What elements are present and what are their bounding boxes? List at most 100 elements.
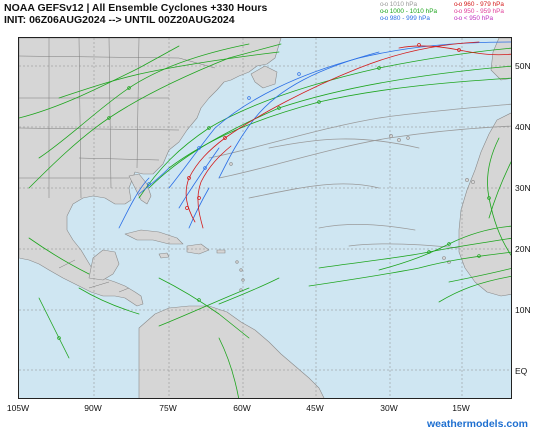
latitude-label-50n: 50N bbox=[515, 61, 531, 71]
track-point-blue bbox=[147, 182, 151, 186]
track-point-blue bbox=[197, 146, 201, 150]
track-green bbox=[448, 268, 511, 283]
track-point-red bbox=[457, 48, 461, 52]
azores-island bbox=[406, 136, 410, 140]
legend-item-960-979: o-o 960 - 979 hPa bbox=[454, 1, 504, 8]
us-canada-border bbox=[19, 55, 216, 69]
africa-landmass bbox=[458, 112, 511, 297]
longitude-label-60w: 60W bbox=[233, 403, 251, 413]
track-green bbox=[438, 275, 511, 303]
longitude-label-75w: 75W bbox=[159, 403, 177, 413]
track-point-green bbox=[477, 254, 481, 258]
track-green bbox=[28, 237, 90, 275]
track-point-green bbox=[447, 242, 451, 246]
track-point-blue bbox=[247, 96, 251, 100]
bermuda bbox=[229, 162, 233, 166]
track-blue bbox=[138, 167, 170, 195]
track-point-green bbox=[377, 66, 381, 70]
track-point-red bbox=[417, 43, 421, 47]
yucatan-peninsula bbox=[88, 249, 120, 281]
track-point-blue bbox=[297, 72, 301, 76]
legend-item-1010: o-o 1010 hPa bbox=[380, 1, 437, 8]
track-point-green bbox=[197, 298, 201, 302]
track-point-red bbox=[187, 176, 191, 180]
track-grey bbox=[208, 103, 511, 159]
legend-item-950-959: o-o 950 - 959 hPa bbox=[454, 8, 504, 15]
track-green bbox=[58, 51, 280, 99]
track-green bbox=[218, 337, 240, 398]
track-point-green bbox=[277, 106, 281, 110]
hispaniola bbox=[186, 243, 210, 255]
north-america-landmass bbox=[19, 38, 282, 307]
legend-label: 980 - 999 hPa bbox=[389, 15, 430, 23]
legend-item-980-999: o-o 980 - 999 hPa bbox=[380, 15, 437, 22]
track-green bbox=[378, 225, 511, 271]
track-red bbox=[185, 41, 480, 223]
track-point-blue bbox=[203, 166, 207, 170]
lesser-antilles-island bbox=[239, 268, 243, 272]
track-green bbox=[308, 251, 511, 287]
track-blue bbox=[218, 51, 380, 179]
legend-swatch: o-o bbox=[454, 15, 462, 23]
track-green bbox=[218, 277, 280, 305]
legend-swatch: o-o bbox=[454, 1, 462, 8]
jamaica bbox=[158, 252, 170, 259]
legend-swatch: o-o bbox=[380, 8, 388, 16]
legend-item-below-950: o-o < 950 hPa bbox=[454, 15, 504, 22]
latitude-label-30n: 30N bbox=[515, 183, 531, 193]
track-green bbox=[138, 47, 511, 199]
puerto-rico bbox=[216, 249, 226, 254]
init-valid-range: INIT: 06Z06AUG2024 --> UNTIL 00Z20AUG202… bbox=[4, 14, 235, 26]
latitude-label-40n: 40N bbox=[515, 122, 531, 132]
track-green bbox=[28, 43, 282, 189]
longitude-label-90w: 90W bbox=[84, 403, 102, 413]
track-grey bbox=[248, 183, 380, 199]
track-blue bbox=[178, 147, 220, 209]
track-point-green bbox=[127, 86, 131, 90]
longitude-label-105w: 105W bbox=[6, 403, 30, 413]
track-red bbox=[398, 45, 511, 56]
track-point-red bbox=[223, 136, 227, 140]
longitude-label-30w: 30W bbox=[380, 403, 398, 413]
track-point-red bbox=[185, 206, 189, 210]
latitude-label-10n: 10N bbox=[515, 305, 531, 315]
lesser-antilles-island bbox=[235, 260, 239, 264]
legend-swatch: o-o bbox=[380, 1, 388, 8]
latitude-label-equator: EQ bbox=[515, 366, 528, 376]
track-point-green bbox=[107, 116, 111, 120]
track-green bbox=[168, 77, 511, 169]
legend-label: 1010 hPa bbox=[389, 1, 418, 8]
track-grey bbox=[268, 138, 420, 149]
track-grey bbox=[318, 223, 416, 231]
track-green bbox=[158, 287, 250, 327]
track-green bbox=[38, 43, 250, 159]
track-red bbox=[197, 145, 232, 229]
cuba bbox=[124, 229, 184, 245]
track-green bbox=[78, 287, 140, 315]
track-green bbox=[19, 45, 180, 119]
legend-pressure-left: o-o 1010 hPa o-o 1000 - 1010 hPa o-o 980 - … bbox=[380, 1, 437, 23]
track-green bbox=[38, 297, 70, 359]
track-point-green bbox=[487, 196, 491, 200]
track-point-green bbox=[427, 250, 431, 254]
track-point-green bbox=[57, 336, 61, 340]
track-grey bbox=[348, 243, 460, 249]
credit-watermark: weathermodels.com bbox=[427, 418, 528, 430]
cape-verde-island bbox=[442, 256, 446, 260]
track-blue bbox=[118, 177, 150, 229]
map-title: NOAA GEFSv12 | All Ensemble Cyclones +33… bbox=[4, 2, 268, 14]
longitude-label-15w: 15W bbox=[452, 403, 470, 413]
legend-label: 950 - 959 hPa bbox=[463, 8, 504, 16]
track-point-red bbox=[197, 196, 201, 200]
track-grey bbox=[218, 125, 511, 179]
central-america-borders bbox=[58, 259, 130, 293]
legend-label: < 950 hPa bbox=[463, 15, 494, 23]
legend-label: 1000 - 1010 hPa bbox=[389, 8, 438, 16]
track-green bbox=[318, 237, 511, 269]
canary-island bbox=[471, 180, 475, 184]
track-point-green bbox=[207, 126, 211, 130]
latitude-label-20n: 20N bbox=[515, 244, 531, 254]
legend-item-1000-1010: o-o 1000 - 1010 hPa bbox=[380, 8, 437, 15]
track-green bbox=[158, 277, 250, 339]
atlantic-map bbox=[18, 37, 512, 399]
